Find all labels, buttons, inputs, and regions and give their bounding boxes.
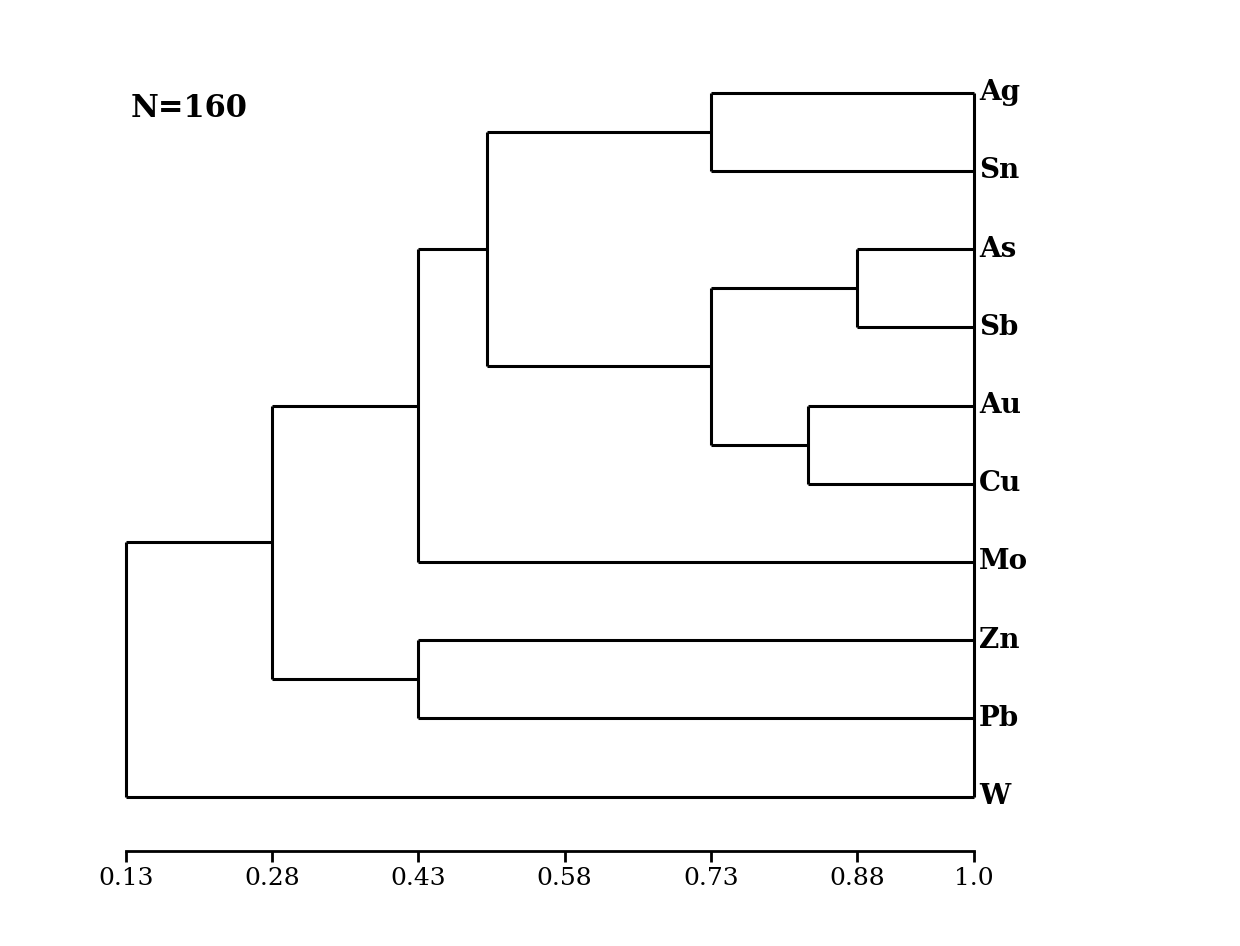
- Text: Sn: Sn: [980, 157, 1019, 184]
- Text: As: As: [980, 236, 1017, 263]
- Text: Au: Au: [980, 392, 1021, 419]
- Text: Pb: Pb: [980, 705, 1019, 732]
- Text: W: W: [980, 783, 1011, 810]
- Text: N=160: N=160: [130, 93, 248, 124]
- Text: Ag: Ag: [980, 79, 1021, 106]
- Text: Mo: Mo: [980, 549, 1028, 575]
- Text: Zn: Zn: [980, 626, 1019, 654]
- Text: Cu: Cu: [980, 470, 1022, 498]
- Text: Sb: Sb: [980, 314, 1018, 341]
